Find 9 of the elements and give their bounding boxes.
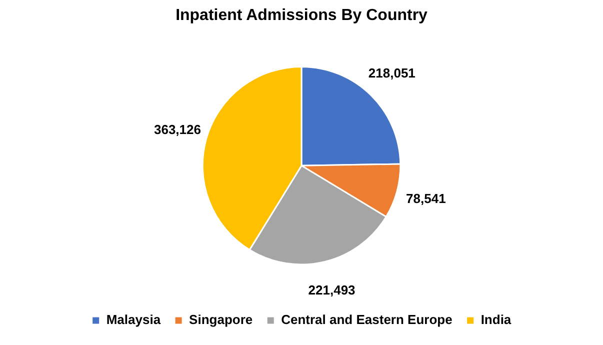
legend-label: Central and Eastern Europe <box>281 312 452 328</box>
data-label: 221,493 <box>308 282 356 298</box>
data-label: 218,051 <box>368 65 416 80</box>
legend-label: India <box>480 312 512 328</box>
data-label: 363,126 <box>154 122 201 138</box>
chart-title: Inpatient Admissions By Country <box>176 7 428 24</box>
legend-label: Singapore <box>189 312 253 328</box>
data-label: 78,541 <box>406 190 446 206</box>
legend-label: Malaysia <box>106 312 162 328</box>
